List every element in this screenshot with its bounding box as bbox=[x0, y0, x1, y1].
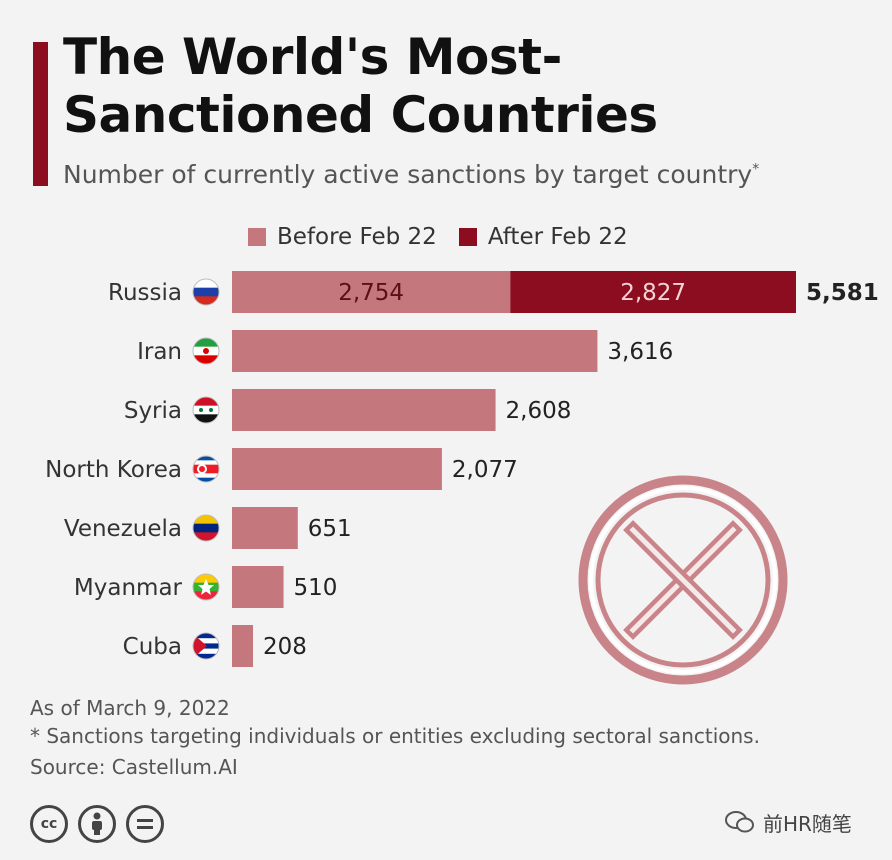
cc-icon: cc bbox=[30, 805, 68, 843]
bar-russia-after bbox=[510, 271, 796, 313]
category-label-russia: Russia bbox=[108, 280, 182, 306]
category-label-myanmar: Myanmar bbox=[74, 575, 183, 601]
chart-subtitle: Number of currently active sanctions by … bbox=[63, 160, 759, 189]
total-label-venezuela: 651 bbox=[308, 516, 352, 542]
flag-icon-cuba bbox=[192, 632, 220, 660]
flag-icon-myanmar bbox=[192, 573, 220, 601]
bar-venezuela-before bbox=[232, 507, 298, 549]
subtitle-text: Number of currently active sanctions by … bbox=[63, 160, 753, 189]
chart-title: The World's Most-Sanctioned Countries bbox=[63, 28, 658, 144]
legend-label-before: Before Feb 22 bbox=[277, 224, 437, 250]
flag-icon-syria bbox=[192, 396, 220, 424]
title-accent-bar bbox=[33, 42, 48, 186]
category-label-syria: Syria bbox=[124, 398, 182, 424]
legend-label-after: After Feb 22 bbox=[487, 224, 628, 250]
segment-label-russia-after: 2,827 bbox=[620, 280, 686, 306]
footer-source: Source: Castellum.AI bbox=[30, 755, 238, 779]
category-label-north-korea: North Korea bbox=[45, 457, 182, 483]
license-icons: cc bbox=[30, 805, 164, 843]
flag-icon-iran bbox=[192, 337, 220, 365]
total-label-iran: 3,616 bbox=[607, 339, 673, 365]
wechat-icon bbox=[725, 811, 754, 833]
category-label-cuba: Cuba bbox=[123, 634, 182, 660]
legend-item-before: Before Feb 22 bbox=[248, 224, 437, 250]
bar-cuba-before bbox=[232, 625, 254, 667]
flag-icon-north-korea bbox=[192, 455, 220, 483]
category-label-iran: Iran bbox=[137, 339, 182, 365]
bar-syria-before bbox=[232, 389, 496, 431]
x-circle-stamp-icon bbox=[578, 475, 788, 685]
bar-myanmar-before bbox=[232, 566, 284, 608]
footer-note: * Sanctions targeting individuals or ent… bbox=[30, 724, 760, 748]
footer-date: As of March 9, 2022 bbox=[30, 696, 230, 720]
total-label-myanmar: 510 bbox=[294, 575, 338, 601]
bar-iran-before bbox=[232, 330, 598, 372]
legend: Before Feb 22 After Feb 22 bbox=[248, 222, 650, 252]
flag-icon-russia bbox=[192, 278, 220, 306]
flag-icon-venezuela bbox=[192, 514, 220, 542]
legend-swatch-before bbox=[248, 228, 266, 246]
attribution-icon bbox=[78, 805, 116, 843]
total-label-russia: 5,581 bbox=[806, 280, 879, 306]
legend-swatch-after bbox=[458, 228, 477, 246]
legend-item-after: After Feb 22 bbox=[458, 224, 628, 250]
total-label-north-korea: 2,077 bbox=[452, 457, 518, 483]
watermark-text: 前HR随笔 bbox=[763, 811, 852, 836]
no-derivatives-icon bbox=[126, 805, 164, 843]
subtitle-footnote-mark: * bbox=[752, 161, 760, 178]
bar-russia-before bbox=[232, 271, 511, 313]
bar-north-korea-before bbox=[232, 448, 442, 490]
segment-label-russia-before: 2,754 bbox=[338, 280, 404, 306]
category-label-venezuela: Venezuela bbox=[64, 516, 182, 542]
total-label-syria: 2,608 bbox=[506, 398, 572, 424]
watermark: 前HR随笔 bbox=[725, 805, 852, 839]
total-label-cuba: 208 bbox=[263, 634, 307, 660]
